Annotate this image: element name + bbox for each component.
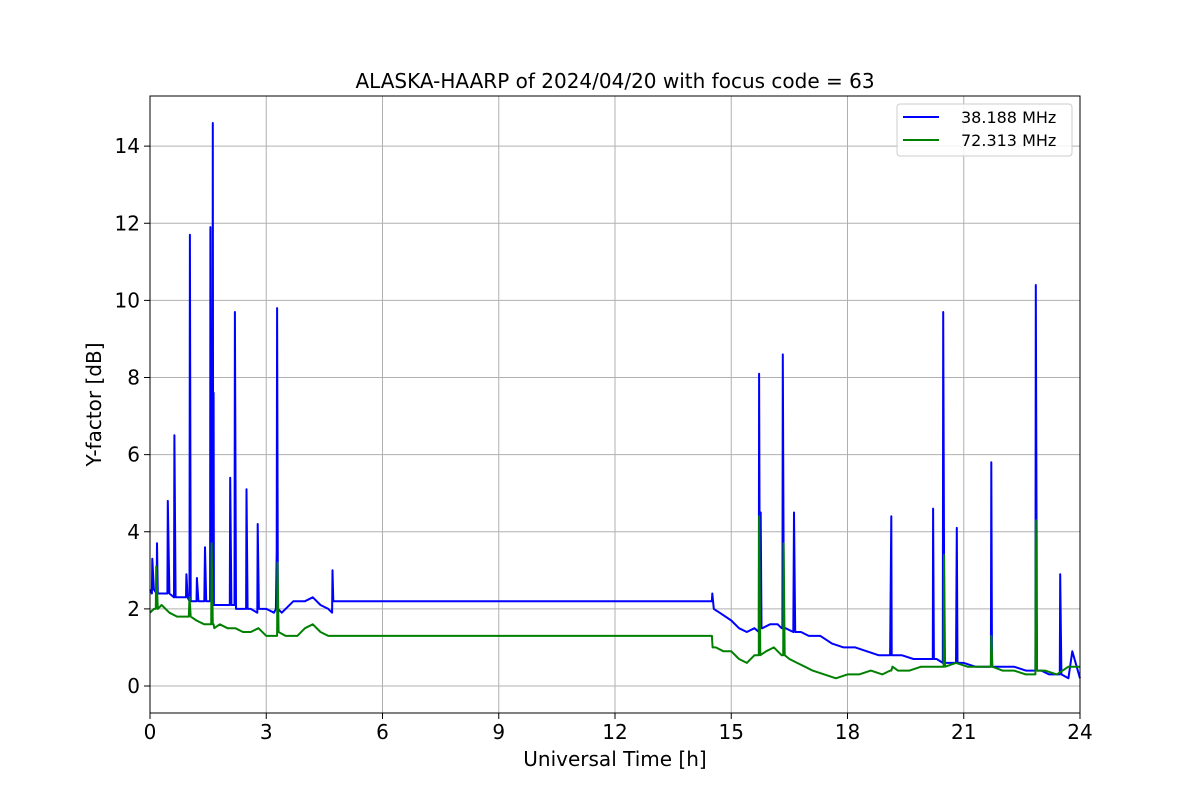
y-tick-label: 2 (127, 597, 140, 621)
x-axis-label: Universal Time [h] (523, 747, 706, 771)
series-line-1 (149, 515, 1080, 680)
x-tick-label: 6 (376, 720, 389, 744)
y-tick-label: 14 (115, 134, 140, 158)
y-tick-label: 10 (115, 288, 140, 312)
y-axis-label: Y-factor [dB] (82, 342, 106, 467)
x-tick-label: 0 (144, 720, 157, 744)
x-axis: 0 3 6 9 12 15 18 21 24 (144, 713, 1093, 744)
chart-title: ALASKA-HAARP of 2024/04/20 with focus co… (355, 69, 874, 93)
legend-label: 38.188 MHz (961, 108, 1056, 127)
legend-label: 72.313 MHz (961, 131, 1056, 150)
x-tick-label: 12 (602, 720, 627, 744)
plot-area (149, 122, 1081, 680)
y-tick-label: 6 (127, 443, 140, 467)
x-tick-label: 3 (260, 720, 273, 744)
x-tick-label: 18 (835, 720, 860, 744)
y-tick-label: 4 (127, 520, 140, 544)
x-tick-label: 9 (492, 720, 505, 744)
y-tick-label: 0 (127, 674, 140, 698)
y-tick-label: 12 (115, 211, 140, 235)
x-tick-label: 24 (1067, 720, 1092, 744)
x-tick-label: 21 (951, 720, 976, 744)
legend-box (896, 103, 1073, 157)
legend: 38.188 MHz 72.313 MHz (896, 103, 1073, 157)
y-axis: 0 2 4 6 8 10 12 14 (115, 134, 150, 698)
y-tick-label: 8 (127, 366, 140, 390)
series-line-0 (149, 122, 1081, 680)
x-tick-label: 15 (719, 720, 744, 744)
